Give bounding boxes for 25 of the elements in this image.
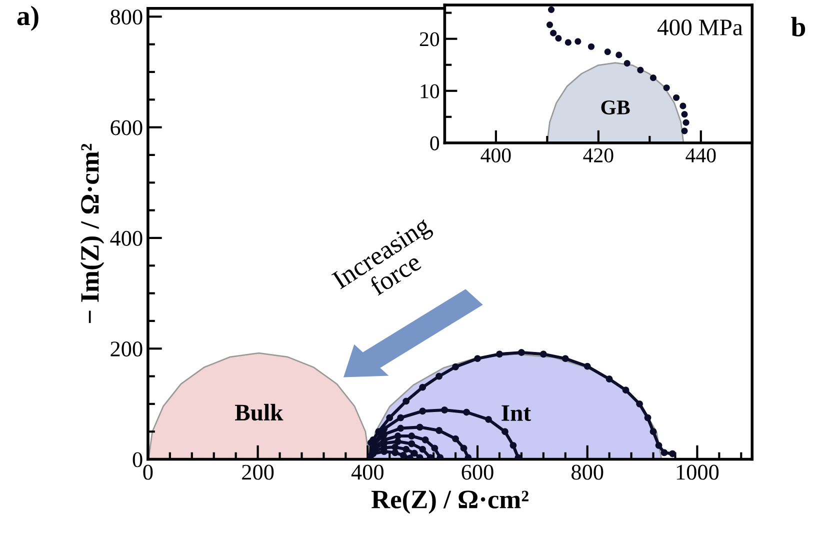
x-tick-label: 420 — [583, 148, 614, 162]
annotation: 400 MPa — [657, 19, 743, 36]
y-tick-label: 0 — [132, 452, 142, 468]
x-tick-label: 440 — [686, 148, 716, 162]
x-tick-label: 200 — [242, 464, 274, 480]
y-tick-label: 600 — [110, 120, 142, 136]
x-tick-label: 1000 — [676, 464, 719, 480]
series-label: Bulk — [235, 404, 284, 421]
y-tick-label: 10 — [420, 84, 440, 98]
x-tick-label: 800 — [572, 464, 604, 480]
x-tick-label: 400 — [480, 148, 511, 162]
text: a) — [17, 6, 38, 31]
series-label: Int — [502, 405, 531, 422]
series-label: GB — [601, 100, 630, 114]
y-tick-label: 200 — [110, 342, 142, 357]
x-axis-title: Re(Z) / Ω·cm² — [371, 490, 528, 514]
x-tick-label: 400 — [351, 464, 384, 480]
y-tick-label: 800 — [110, 10, 142, 25]
x-tick-label: 0 — [143, 464, 153, 480]
x-tick-label: 600 — [462, 464, 494, 480]
text: b — [791, 16, 806, 36]
y-tick-label: 400 — [110, 230, 142, 246]
y-tick-label: 20 — [420, 32, 440, 46]
y-axis-title: − Im(Z) / Ω·cm² — [80, 144, 104, 323]
y-tick-label: 0 — [430, 136, 440, 150]
